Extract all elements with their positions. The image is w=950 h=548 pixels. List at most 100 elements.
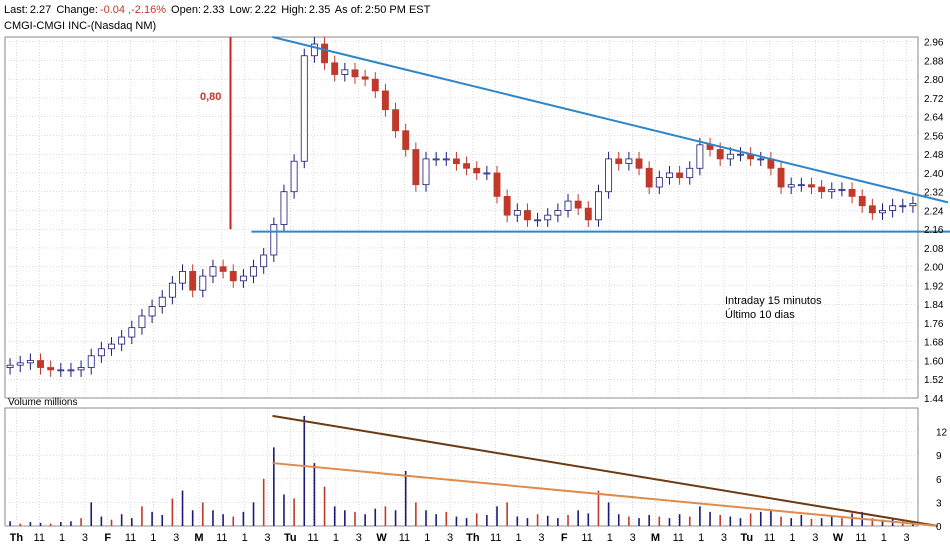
candle-body [361, 76, 369, 80]
candle-body [138, 315, 146, 329]
open-label: Open: [171, 4, 202, 16]
change-value: -0.04 ,-2.16% [99, 4, 166, 16]
candle-body [37, 360, 44, 368]
time-tick-label: F [104, 532, 111, 544]
time-tick-label: 1 [59, 532, 65, 544]
candle-body [463, 163, 471, 169]
time-tick-label: W [376, 532, 387, 544]
candle-body [67, 369, 75, 372]
volume-grid [4, 407, 919, 527]
candle-body [534, 219, 542, 222]
candle-body [726, 153, 734, 160]
time-tick-label: Tu [284, 532, 297, 544]
candle-body [128, 327, 136, 338]
gap-label: 0,80 [200, 91, 221, 103]
note-line-2: Último 10 dias [725, 308, 795, 321]
candlestick-series [6, 37, 917, 377]
note-line-1: Intraday 15 minutos [725, 295, 822, 307]
time-tick-label: 3 [721, 532, 727, 544]
volume-series [9, 415, 914, 526]
candle-body [87, 355, 95, 368]
candle-body [371, 78, 379, 92]
time-tick-label: 1 [242, 532, 248, 544]
time-axis: Th 11 1 3 F 11 1 3 M 11 1 3 Tu 11 1 3 W 11 1 3 Th 11 1 3 F 11 1 3 M 1… [10, 532, 910, 544]
candle-body [290, 160, 298, 193]
candle-body [564, 200, 572, 211]
price-tick-label: 2.24 [924, 206, 944, 217]
volume-tick-label: 12 [936, 428, 948, 439]
candle-body [280, 191, 288, 225]
trendlines [229, 36, 950, 527]
candle-body [432, 158, 440, 161]
candle-body [635, 158, 643, 169]
candle-body [777, 167, 785, 188]
candle-body [696, 144, 704, 169]
candle-body [889, 205, 897, 211]
candle-body [189, 271, 197, 291]
candle-body [402, 130, 410, 150]
last-label: Last: [4, 4, 28, 16]
asof-value: 2:50 PM EST [364, 4, 431, 16]
candle-body [625, 158, 633, 164]
time-tick-label: 1 [516, 532, 522, 544]
candle-body [168, 282, 176, 298]
candle-body [310, 43, 318, 57]
time-tick-label: 3 [356, 532, 362, 544]
candle-body [108, 343, 115, 350]
candle-body [848, 188, 856, 197]
time-tick-label: W [833, 532, 844, 544]
price-tick-label: 2.88 [924, 56, 944, 67]
price-tick-label: 2.56 [924, 131, 944, 142]
price-tick-label: 2.48 [924, 150, 944, 161]
time-tick-label: 11 [673, 532, 684, 544]
candle-body [645, 167, 653, 188]
time-tick-label: 11 [764, 532, 775, 544]
time-tick-label: 1 [607, 532, 613, 544]
price-tick-label: 2.80 [924, 75, 944, 86]
candle-body [838, 188, 846, 191]
candle-body [483, 172, 491, 175]
volume-tick-label: 3 [936, 498, 942, 509]
price-tick-label: 2.00 [924, 263, 944, 274]
price-tick-label: 2.16 [924, 225, 944, 236]
candle-body [229, 271, 237, 282]
time-tick-label: Th [10, 532, 24, 544]
candle-body [300, 55, 308, 162]
price-tick-label: 2.40 [924, 169, 944, 180]
candle-body [260, 254, 268, 268]
candle-body [199, 275, 207, 291]
candle-body [381, 90, 389, 111]
time-tick-label: 3 [82, 532, 88, 544]
candle-body [97, 348, 105, 357]
price-tick-label: 2.32 [924, 188, 944, 199]
candle-body [523, 210, 531, 221]
candle-body [452, 158, 460, 164]
candle-body [473, 167, 481, 174]
price-tick-label: 1.60 [924, 356, 944, 367]
candle-body [270, 224, 278, 256]
candle-body [716, 149, 724, 160]
price-tick-label: 2.64 [924, 113, 944, 124]
time-tick-label: 1 [424, 532, 430, 544]
candle-body [909, 203, 917, 207]
candle-body [757, 158, 765, 161]
time-tick-label: 11 [399, 532, 410, 544]
quote-header: Last: 2.27 Change: -0.04 ,-2.16% Open: 2.33… [4, 4, 432, 16]
time-tick-label: 3 [447, 532, 453, 544]
candle-body [321, 43, 328, 64]
volume-tick-label: 9 [936, 451, 942, 462]
candle-body [797, 184, 805, 187]
time-tick-label: 3 [173, 532, 179, 544]
price-tick-label: 1.68 [924, 338, 944, 349]
candle-body [179, 271, 186, 284]
candle-body [858, 196, 866, 207]
price-grid [4, 36, 919, 399]
time-tick-label: M [194, 532, 203, 544]
price-frame [4, 36, 919, 399]
candle-body [828, 188, 836, 193]
candle-body [219, 266, 227, 272]
candle-body [676, 172, 684, 179]
candle-body [493, 172, 501, 197]
time-tick-label: 11 [216, 532, 227, 544]
